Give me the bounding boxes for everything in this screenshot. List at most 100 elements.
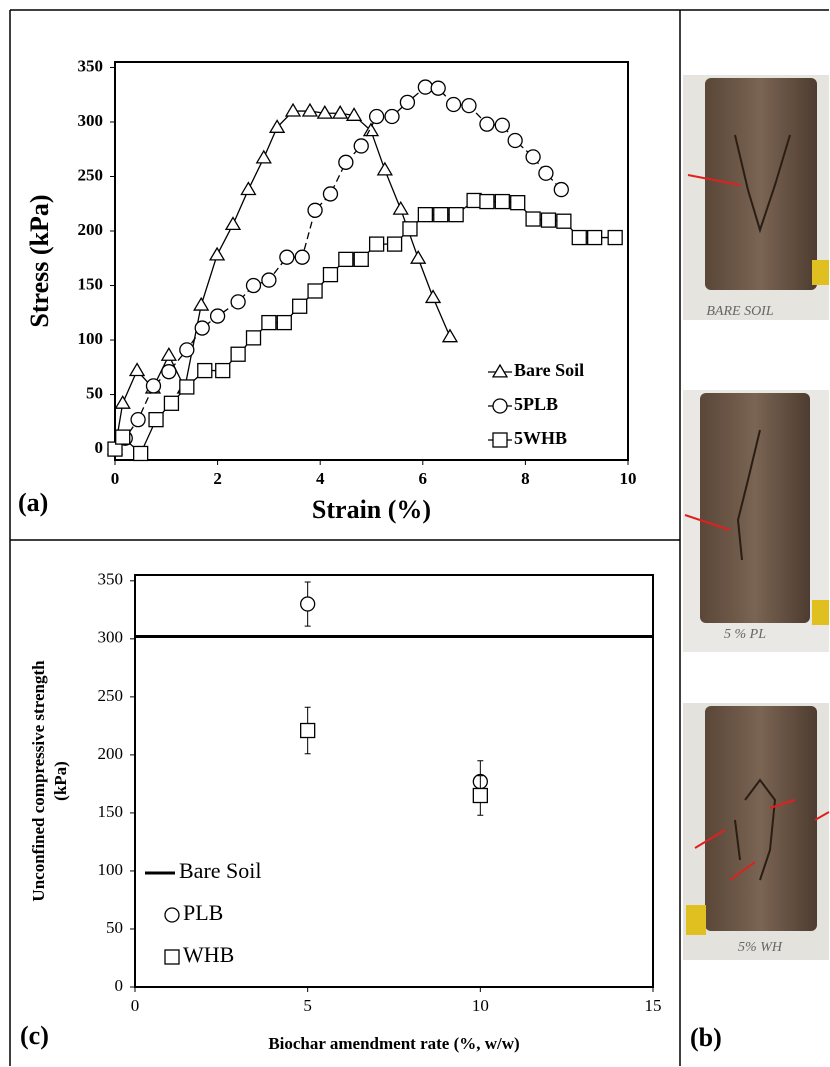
marker (215, 362, 231, 379)
legend-label: 5WHB (514, 428, 567, 448)
marker (245, 277, 262, 294)
marker (368, 236, 385, 252)
marker (525, 211, 541, 227)
marker (571, 229, 587, 246)
legend-marker (491, 363, 509, 378)
arrow (684, 514, 731, 531)
marker (316, 104, 333, 119)
marker (472, 787, 488, 804)
specimen (700, 393, 810, 623)
marker (300, 722, 316, 739)
marker (510, 195, 526, 211)
x-tick-label: 10 (472, 996, 489, 1015)
pin (812, 600, 829, 625)
marker (307, 283, 323, 299)
marker (445, 96, 462, 113)
y-tick-label: 100 (98, 860, 124, 879)
marker (384, 108, 400, 125)
pin (812, 260, 829, 285)
marker (607, 229, 623, 246)
marker (128, 362, 146, 377)
marker (268, 119, 286, 133)
marker (179, 379, 195, 395)
photo: 5% WH (683, 703, 830, 960)
marker (322, 266, 339, 283)
x-axis-title: Strain (%) (312, 495, 431, 524)
marker (507, 132, 523, 149)
y-tick-label: 300 (98, 628, 124, 647)
marker (240, 181, 257, 196)
marker (322, 186, 339, 202)
marker (276, 314, 292, 331)
marker (399, 94, 416, 110)
marker (466, 192, 482, 209)
x-axis-title: Biochar amendment rate (%, w/w) (268, 1034, 519, 1053)
y-tick-label: 250 (98, 686, 124, 705)
marker (368, 108, 385, 125)
legend-label: PLB (183, 900, 223, 925)
plot-frame (134, 574, 654, 988)
y-tick-label: 50 (106, 918, 123, 937)
y-tick-label: 50 (86, 383, 103, 402)
marker (353, 251, 369, 268)
marker (145, 378, 162, 394)
panel-label: (b) (690, 1023, 722, 1052)
marker (294, 249, 310, 265)
y-axis-title: Unconfined compressive strength (29, 660, 48, 902)
marker (230, 346, 246, 362)
marker (245, 330, 262, 346)
photo-label: 5% WH (738, 940, 783, 955)
panel-borders (9, 9, 829, 1066)
marker (115, 429, 131, 445)
marker (148, 412, 164, 428)
marker (410, 249, 427, 264)
photo-label: 5 % PL (724, 627, 766, 642)
y-tick-label: 350 (78, 56, 104, 75)
marker (307, 202, 323, 218)
marker (376, 161, 393, 176)
y-tick-label: 200 (78, 220, 104, 239)
marker (107, 441, 123, 457)
marker (540, 212, 557, 228)
legend-marker (492, 432, 508, 448)
marker (386, 236, 403, 252)
marker (292, 298, 308, 314)
marker (261, 272, 277, 288)
marker (417, 207, 434, 223)
marker (479, 193, 495, 210)
photo: 5 % PL (683, 390, 829, 652)
marker (209, 308, 226, 324)
crack (734, 134, 791, 234)
marker (494, 117, 510, 133)
marker (163, 395, 180, 411)
crack (734, 778, 777, 881)
legend-marker (164, 949, 180, 965)
legend-label: Bare Soil (514, 360, 584, 380)
marker (255, 149, 272, 164)
arrow (687, 174, 741, 186)
panel-label: (c) (20, 1021, 49, 1050)
marker (114, 395, 131, 409)
marker (353, 138, 369, 154)
marker (132, 445, 149, 462)
legend-label: WHB (183, 942, 234, 967)
marker (301, 102, 319, 117)
y-tick-label: 0 (95, 438, 104, 457)
y-tick-label: 200 (98, 744, 124, 763)
marker (193, 296, 210, 311)
y-tick-label: 0 (115, 976, 124, 995)
photo: BARE SOIL (683, 75, 829, 320)
marker (194, 320, 210, 336)
pin (686, 905, 706, 935)
plot-frame (114, 61, 629, 461)
y-tick-label: 100 (78, 329, 104, 348)
marker (392, 200, 409, 215)
specimen (705, 706, 817, 931)
series-line (114, 199, 616, 455)
x-tick-label: 10 (620, 469, 637, 488)
x-tick-label: 0 (131, 996, 140, 1015)
marker (417, 79, 434, 95)
marker (224, 216, 242, 231)
marker (230, 294, 246, 310)
x-tick-label: 15 (645, 996, 662, 1015)
